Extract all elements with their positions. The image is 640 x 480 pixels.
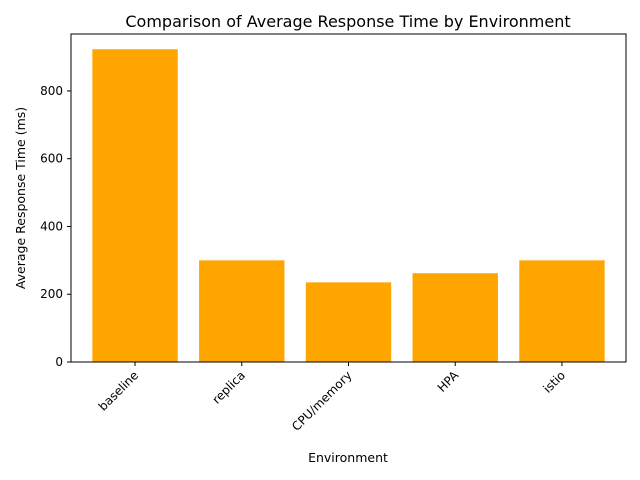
bar-replica bbox=[199, 260, 285, 362]
x-axis: baseline replica CPU/memory HPA istio bbox=[96, 362, 568, 434]
y-tick-label: 200 bbox=[40, 287, 63, 301]
bars-group bbox=[92, 49, 605, 363]
bar-istio bbox=[519, 260, 605, 362]
y-tick-label: 0 bbox=[55, 355, 63, 369]
bar-hpa bbox=[412, 273, 498, 362]
x-tick-label: baseline bbox=[96, 368, 141, 413]
chart-title: Comparison of Average Response Time by E… bbox=[125, 12, 570, 31]
y-axis: 0 200 400 600 800 bbox=[40, 84, 71, 369]
x-tick-label: HPA bbox=[435, 368, 462, 395]
bar-cpu-memory bbox=[305, 282, 392, 362]
y-tick-label: 800 bbox=[40, 84, 63, 98]
bar-baseline bbox=[92, 49, 178, 363]
x-tick-label: istio bbox=[541, 368, 569, 396]
y-tick-label: 400 bbox=[40, 219, 63, 233]
x-axis-label: Environment bbox=[308, 450, 388, 465]
y-tick-label: 600 bbox=[40, 152, 63, 166]
x-tick-label: replica bbox=[209, 368, 247, 406]
x-tick-label: CPU/memory bbox=[289, 368, 354, 433]
y-axis-label: Average Response Time (ms) bbox=[13, 107, 28, 289]
